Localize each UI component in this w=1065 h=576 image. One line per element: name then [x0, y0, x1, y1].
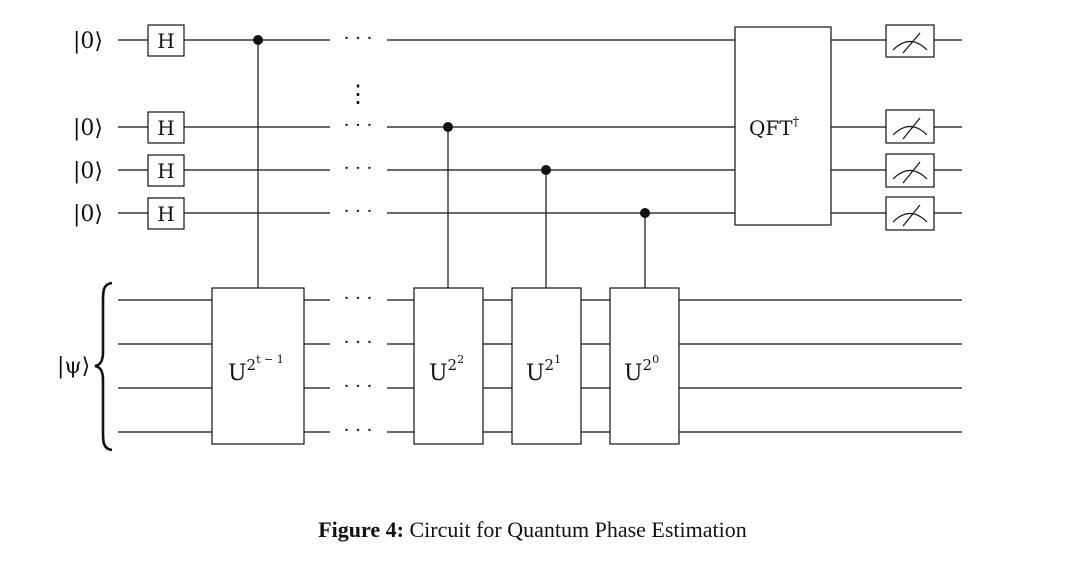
- unitary-label: U22: [429, 353, 464, 386]
- control-dot: [253, 35, 263, 45]
- figure-caption-text: Circuit for Quantum Phase Estimation: [409, 517, 747, 542]
- unitary-label: U21: [526, 353, 561, 386]
- control-dot: [541, 165, 551, 175]
- control-dot: [640, 208, 650, 218]
- qft-label: QFT†: [749, 115, 800, 140]
- ancilla-input-label: |0⟩: [73, 29, 103, 54]
- hadamard-label: H: [157, 116, 174, 140]
- target-state-label: |ψ⟩: [57, 354, 90, 379]
- control-connections: [257, 40, 646, 288]
- ellipses: · · · · · · · · · · · · · · · · · · · · …: [344, 28, 373, 441]
- ancilla-input-label: |0⟩: [73, 202, 103, 227]
- figure-label: Figure 4:: [318, 517, 404, 542]
- unitary-gate: U21: [511, 287, 582, 445]
- controlled-unitary-gates: U2t − 1 U22 U21 U20: [211, 287, 680, 445]
- ancilla-input-labels: |0⟩ |0⟩ |0⟩ |0⟩: [73, 29, 103, 227]
- figure-caption: Figure 4: Circuit for Quantum Phase Esti…: [0, 517, 1065, 543]
- meter-icon: [885, 109, 935, 144]
- unitary-label: U20: [624, 353, 659, 386]
- qft-dagger-gate: QFT†: [734, 26, 832, 226]
- hadamard-gate: H: [147, 154, 185, 187]
- hadamard-label: H: [157, 29, 174, 53]
- horizontal-dots: · · ·: [344, 201, 373, 222]
- hadamard-gates: H H H H: [147, 24, 185, 230]
- hadamard-label: H: [157, 202, 174, 226]
- control-dots: [253, 35, 650, 218]
- ancilla-wires: [118, 39, 962, 214]
- unitary-gate: U20: [609, 287, 680, 445]
- horizontal-dots: · · ·: [344, 332, 373, 353]
- horizontal-dots: · · ·: [344, 28, 373, 49]
- hadamard-label: H: [157, 159, 174, 183]
- unitary-label: U2t − 1: [228, 353, 284, 386]
- horizontal-dots: · · ·: [344, 158, 373, 179]
- horizontal-dots: · · ·: [344, 288, 373, 309]
- meter-icon: [885, 24, 935, 58]
- horizontal-dots: · · ·: [344, 420, 373, 441]
- unitary-gate: U22: [413, 287, 484, 445]
- meter-icon: [885, 196, 935, 231]
- ancilla-input-label: |0⟩: [73, 159, 103, 184]
- horizontal-dots: · · ·: [344, 115, 373, 136]
- target-register-brace: |ψ⟩: [57, 281, 113, 452]
- horizontal-dots: · · ·: [344, 376, 373, 397]
- curly-brace-icon: [94, 281, 113, 452]
- control-dot: [443, 122, 453, 132]
- measurement-meters: [885, 24, 935, 231]
- hadamard-gate: H: [147, 197, 185, 230]
- hadamard-gate: H: [147, 24, 185, 57]
- ancilla-input-label: |0⟩: [73, 116, 103, 141]
- unitary-gate: U2t − 1: [211, 287, 305, 445]
- meter-icon: [885, 153, 935, 188]
- vertical-dots: ⋮: [346, 80, 370, 108]
- hadamard-gate: H: [147, 111, 185, 144]
